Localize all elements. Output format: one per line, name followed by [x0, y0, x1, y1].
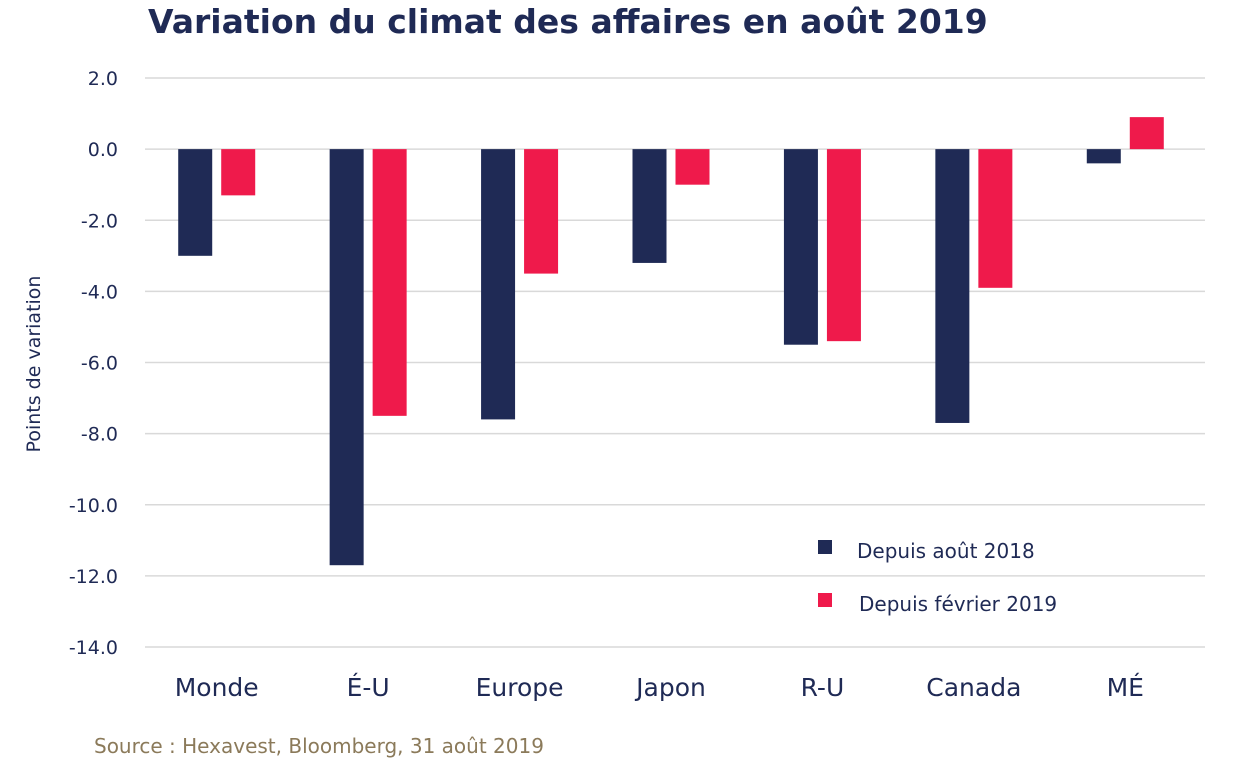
bar: [1086, 149, 1121, 164]
gridlines: [145, 77, 1205, 648]
bar: [935, 149, 970, 423]
legend-swatch: [818, 593, 832, 607]
bar: [632, 149, 667, 263]
bar: [372, 149, 407, 416]
y-tick-label: -12.0: [69, 566, 118, 588]
bar: [978, 149, 1013, 288]
bar: [178, 149, 213, 256]
x-category-label: R-U: [801, 673, 845, 702]
y-axis-label: Points de variation: [23, 276, 45, 453]
bar: [481, 149, 516, 420]
chart-title: Variation du climat des affaires en août…: [148, 2, 988, 41]
bar: [783, 149, 818, 345]
legend: Depuis août 2018 Depuis février 2019: [818, 539, 1057, 616]
y-tick-label: -14.0: [69, 637, 118, 659]
y-tick-label: 2.0: [88, 68, 118, 90]
x-axis-categories: Monde É-U Europe Japon R-U Canada MÉ: [175, 673, 1144, 702]
y-tick-label: -2.0: [81, 210, 118, 232]
x-category-label: Europe: [476, 673, 564, 702]
x-category-label: Monde: [175, 673, 259, 702]
y-tick-label: -6.0: [81, 353, 118, 375]
legend-label: Depuis août 2018: [857, 539, 1035, 563]
y-axis-ticks: 2.0 0.0 -2.0 -4.0 -6.0 -8.0 -10.0 -12.0 -14.0: [69, 68, 118, 659]
x-category-label: É-U: [347, 673, 390, 702]
legend-label: Depuis février 2019: [859, 592, 1057, 616]
y-tick-label: -10.0: [69, 495, 118, 517]
y-tick-label: -8.0: [81, 424, 118, 446]
y-tick-label: -4.0: [81, 281, 118, 303]
x-category-label: MÉ: [1107, 673, 1144, 702]
y-tick-label: 0.0: [88, 139, 118, 161]
bar: [1129, 117, 1164, 150]
legend-swatch: [818, 540, 832, 554]
x-category-label: Japon: [634, 673, 706, 702]
bar: [524, 149, 559, 274]
bar: [221, 149, 256, 196]
bars: [178, 117, 1164, 566]
x-category-label: Canada: [926, 673, 1021, 702]
bar: [826, 149, 861, 342]
source-note: Source : Hexavest, Bloomberg, 31 août 20…: [94, 734, 544, 758]
bar: [329, 149, 364, 566]
bar: [675, 149, 710, 185]
